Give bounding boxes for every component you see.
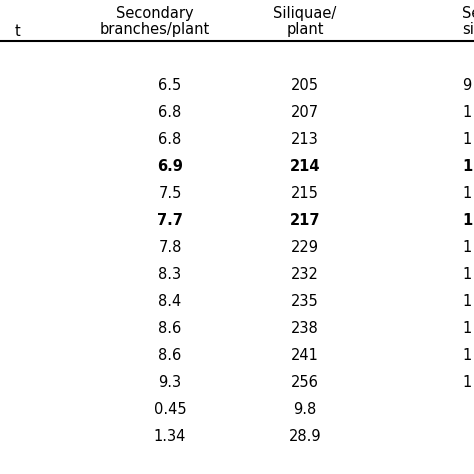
Text: t: t	[15, 24, 21, 39]
Text: 9.3: 9.3	[158, 375, 182, 390]
Text: 1.34: 1.34	[154, 429, 186, 444]
Text: Secondary: Secondary	[116, 6, 194, 21]
Text: 1: 1	[462, 240, 471, 255]
Text: 241: 241	[291, 348, 319, 363]
Text: Se: Se	[462, 6, 474, 21]
Text: 235: 235	[291, 294, 319, 309]
Text: 205: 205	[291, 78, 319, 93]
Text: 8.6: 8.6	[158, 321, 182, 336]
Text: 1: 1	[462, 348, 471, 363]
Text: 1: 1	[462, 186, 471, 201]
Text: 1: 1	[462, 375, 471, 390]
Text: 229: 229	[291, 240, 319, 255]
Text: branches/plant: branches/plant	[100, 22, 210, 37]
Text: 1: 1	[462, 159, 472, 174]
Text: 207: 207	[291, 105, 319, 120]
Text: 7.7: 7.7	[157, 213, 183, 228]
Text: 214: 214	[290, 159, 320, 174]
Text: 1: 1	[462, 213, 472, 228]
Text: 1: 1	[462, 105, 471, 120]
Text: 6.5: 6.5	[158, 78, 182, 93]
Text: 7.5: 7.5	[158, 186, 182, 201]
Text: plant: plant	[286, 22, 324, 37]
Text: 1: 1	[462, 321, 471, 336]
Text: 0.45: 0.45	[154, 402, 186, 417]
Text: 256: 256	[291, 375, 319, 390]
Text: 7.8: 7.8	[158, 240, 182, 255]
Text: 238: 238	[291, 321, 319, 336]
Text: 213: 213	[291, 132, 319, 147]
Text: 9: 9	[462, 78, 471, 93]
Text: 6.8: 6.8	[158, 105, 182, 120]
Text: 1: 1	[462, 294, 471, 309]
Text: 8.3: 8.3	[158, 267, 182, 282]
Text: 8.4: 8.4	[158, 294, 182, 309]
Text: 1: 1	[462, 132, 471, 147]
Text: 1: 1	[462, 267, 471, 282]
Text: 9.8: 9.8	[293, 402, 317, 417]
Text: 6.8: 6.8	[158, 132, 182, 147]
Text: 8.6: 8.6	[158, 348, 182, 363]
Text: si: si	[462, 22, 474, 37]
Text: 232: 232	[291, 267, 319, 282]
Text: 217: 217	[290, 213, 320, 228]
Text: 28.9: 28.9	[289, 429, 321, 444]
Text: 6.9: 6.9	[157, 159, 183, 174]
Text: Siliquae/: Siliquae/	[273, 6, 337, 21]
Text: 215: 215	[291, 186, 319, 201]
